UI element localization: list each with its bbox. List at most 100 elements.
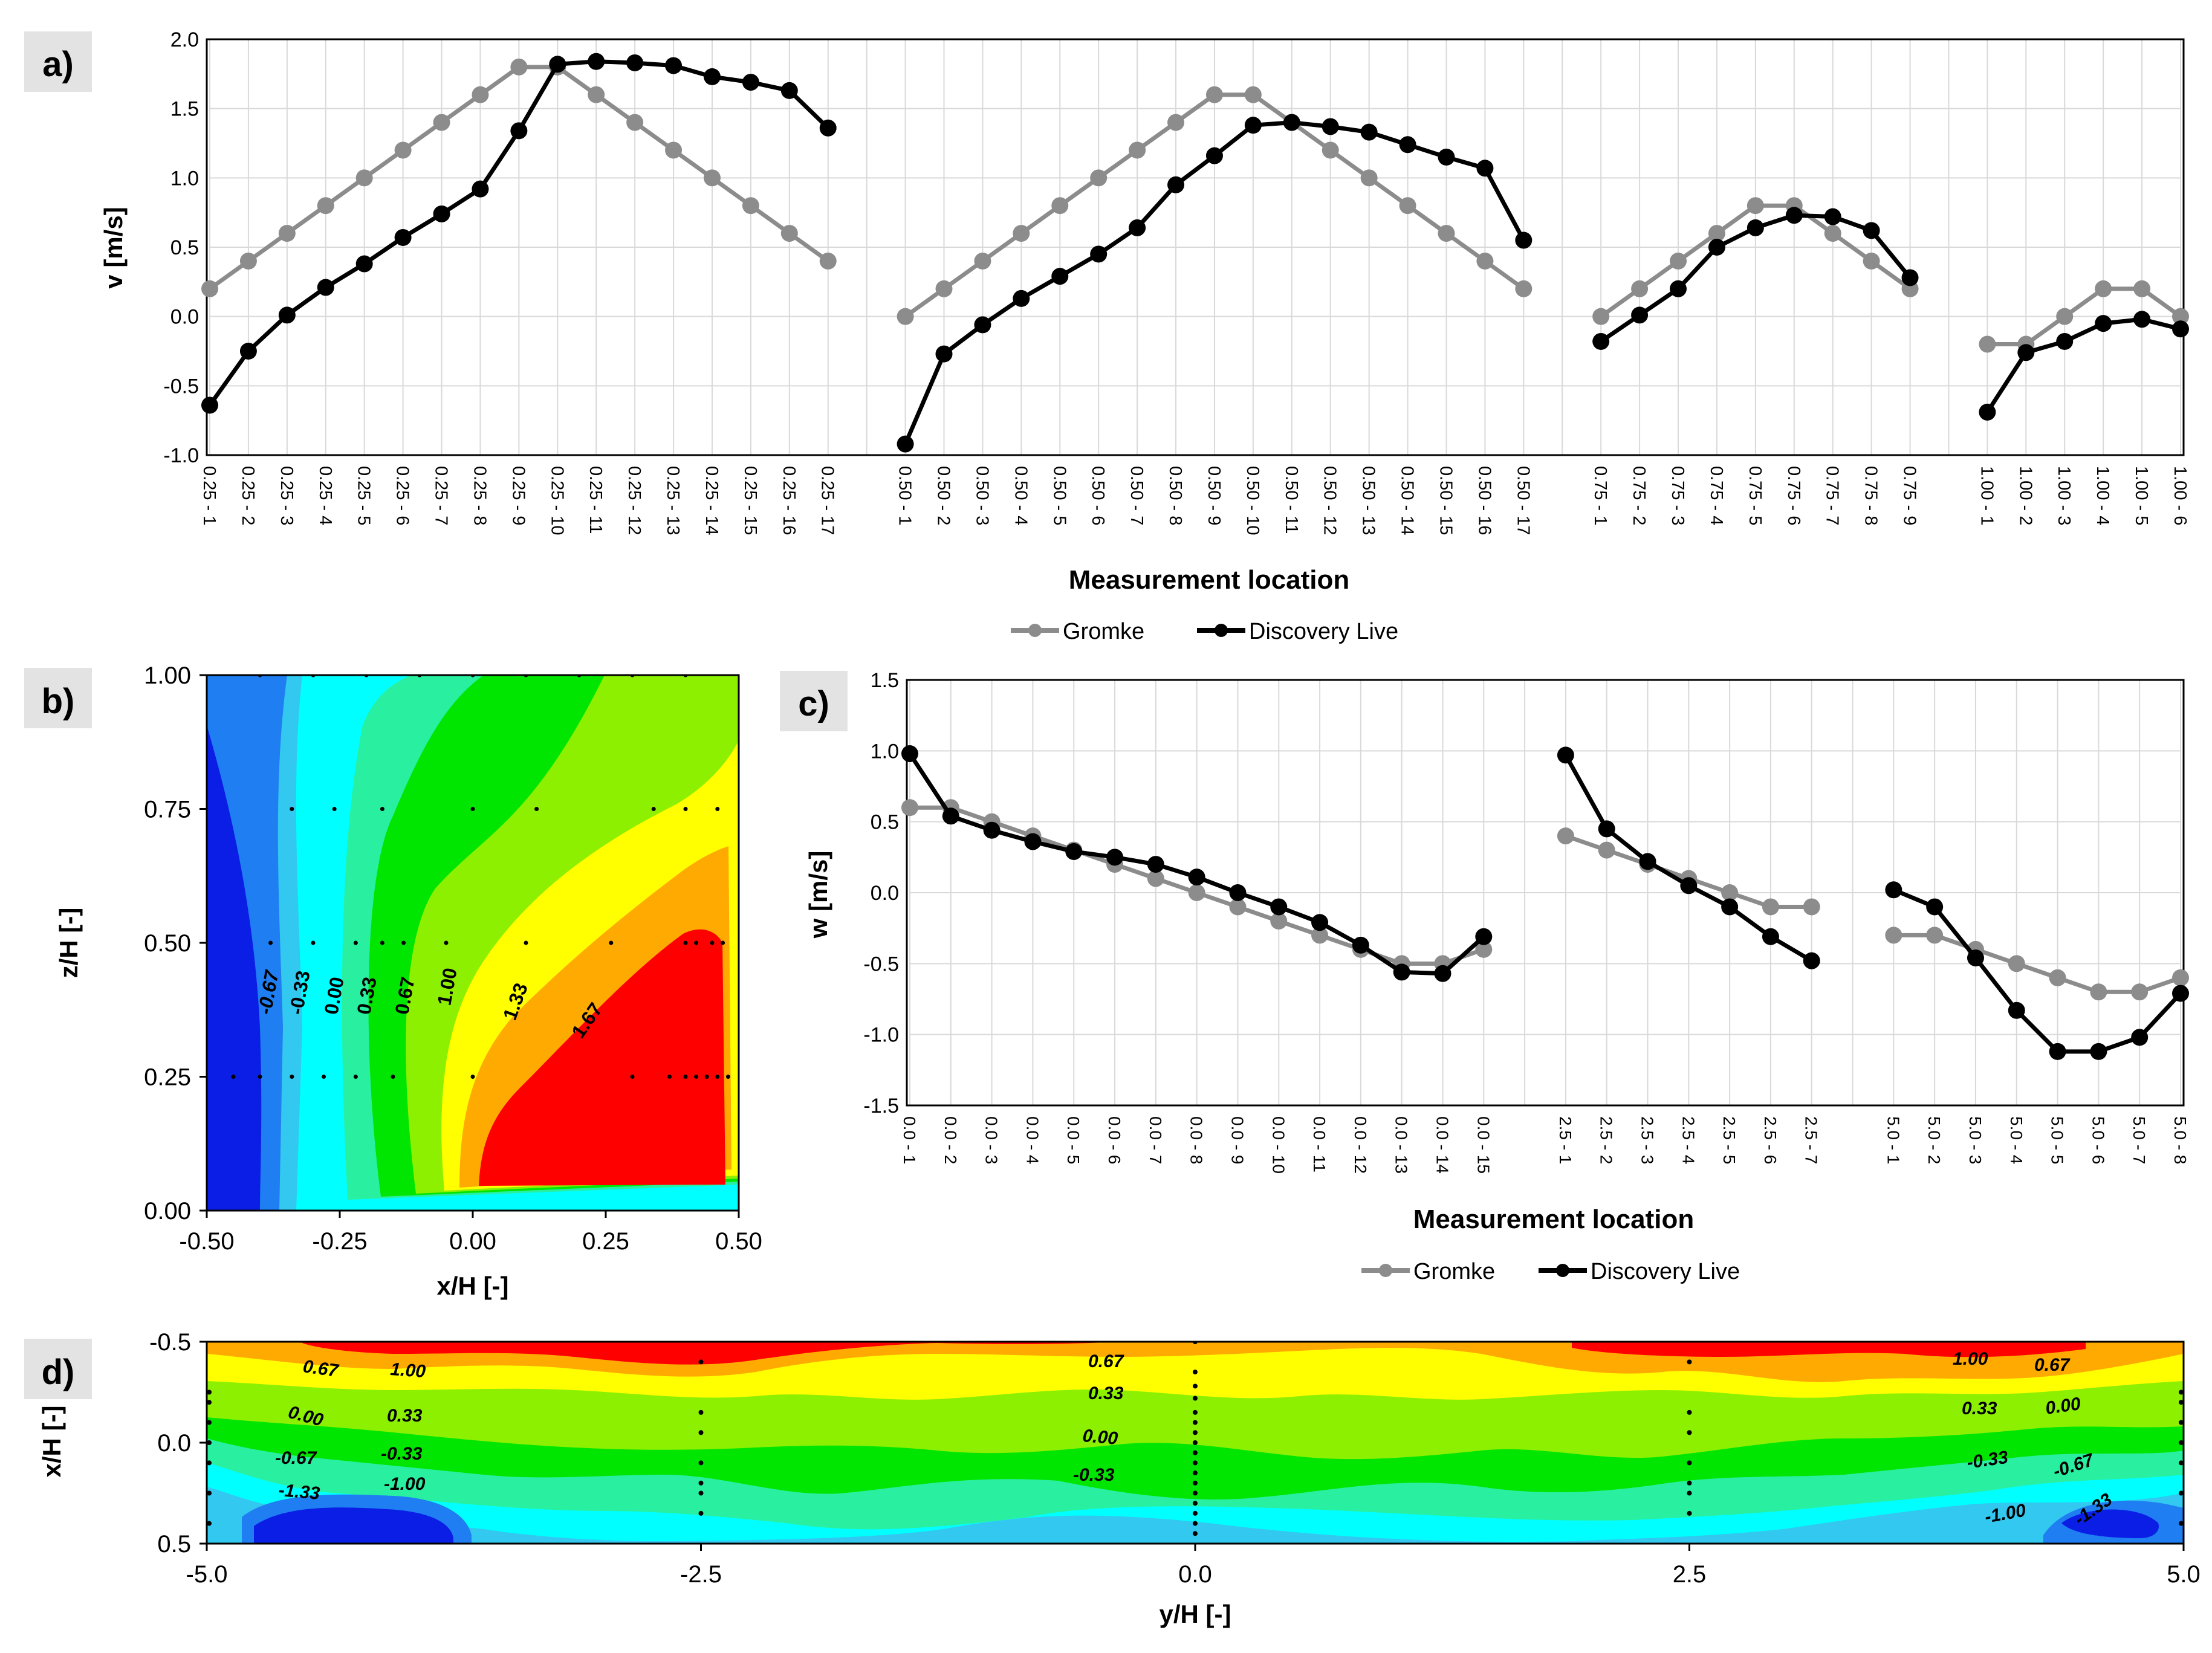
gromke-point	[1129, 141, 1146, 159]
x-tick-label: 0.0 - 3	[982, 1116, 1001, 1164]
discovery-point	[1926, 898, 1944, 916]
x-tick-label: 0.50 - 16	[1474, 466, 1494, 535]
x-tick-label: 0.50 - 2	[934, 466, 953, 525]
panel-d-label-bg	[24, 1339, 92, 1399]
discovery-point	[780, 82, 798, 99]
contour-label: 0.67	[302, 1356, 340, 1381]
gromke-point	[665, 141, 683, 159]
discovery-point	[1065, 843, 1083, 860]
discovery-point	[1803, 952, 1820, 969]
measurement-point	[694, 1075, 699, 1079]
measurement-point	[470, 807, 475, 811]
panel-b: b) -0.67 -0.33 0.00 0.33 0.67 1.00 1.33 …	[24, 662, 762, 1300]
measurement-point	[698, 1480, 704, 1486]
gromke-point	[239, 252, 257, 270]
panel-c-label: c)	[798, 684, 829, 723]
x-tick-label: 1.00 - 1	[1977, 466, 1996, 525]
measurement-point	[2179, 1490, 2184, 1496]
x-tick-label: 0.25 - 9	[508, 466, 528, 525]
measurement-point	[651, 807, 656, 811]
y-tick-label: 1.5	[170, 98, 199, 121]
panel-b-x-axis-label: x/H [-]	[437, 1272, 509, 1300]
contour-label: 0.33	[1088, 1383, 1124, 1403]
discovery-point	[935, 345, 953, 363]
panel-c-gridlines	[909, 679, 2181, 1106]
x-tick-label: 0.25 - 1	[199, 466, 219, 525]
discovery-point	[1979, 403, 1996, 421]
x-tick-label: 0.25 - 6	[393, 466, 412, 525]
measurement-point	[1193, 1460, 1198, 1466]
measurement-point	[1193, 1450, 1198, 1455]
discovery-point	[1680, 877, 1698, 894]
discovery-point	[742, 74, 759, 91]
gromke-point	[1051, 197, 1069, 215]
y-tick-label: 0.5	[157, 1531, 191, 1558]
panel-b-contour-field: -0.67 -0.33 0.00 0.33 0.67 1.00 1.33 1.6…	[207, 675, 739, 1211]
x-tick-label: 0.50 - 1	[895, 466, 915, 525]
gromke-point	[2131, 983, 2149, 1001]
discovery-point	[1129, 219, 1146, 236]
gromke-point	[935, 280, 953, 297]
x-tick-label: 0.0 - 11	[1310, 1116, 1329, 1173]
measurement-point	[1193, 1501, 1198, 1506]
measurement-point	[268, 940, 273, 945]
legend-discovery-marker	[1556, 1264, 1569, 1277]
panel-a-gridlines	[209, 39, 2181, 456]
measurement-point	[207, 1389, 212, 1395]
panel-c-y-axis-label: w [m/s]	[804, 851, 832, 939]
x-tick-label: 0.0 - 1	[900, 1116, 919, 1164]
measurement-point	[207, 1420, 212, 1425]
x-tick-label: 0.25	[582, 1228, 629, 1255]
gromke-point	[703, 169, 721, 187]
discovery-point	[1188, 869, 1205, 886]
panel-a-label: a)	[42, 45, 74, 84]
x-tick-label: 0.25 - 5	[354, 466, 374, 525]
gromke-point	[1360, 169, 1378, 187]
contour-label: -0.67	[275, 1448, 317, 1468]
measurement-point	[1193, 1430, 1198, 1435]
gromke-point	[2172, 969, 2189, 986]
gromke-point	[1322, 141, 1339, 159]
contour-label: 1.00	[1953, 1349, 1988, 1369]
discovery-point	[588, 53, 605, 70]
y-tick-label: -1.5	[863, 1095, 899, 1118]
y-tick-label: 0.5	[871, 811, 899, 834]
panel-d-x-axis-label: y/H [-]	[1160, 1600, 1231, 1628]
contour-band-167	[302, 1342, 2086, 1365]
x-tick-label: 2.5 - 3	[1638, 1116, 1657, 1164]
discovery-point	[1747, 219, 1764, 236]
x-tick-label: 5.0 - 1	[1884, 1116, 1902, 1164]
discovery-point	[201, 396, 218, 414]
x-tick-label: 1.00 - 2	[2016, 466, 2035, 525]
x-tick-label: 2.5 - 7	[1802, 1116, 1821, 1164]
x-tick-label: 0.75 - 7	[1823, 466, 1842, 525]
x-tick-label: 0.0 - 13	[1392, 1116, 1411, 1174]
discovery-point	[1360, 123, 1378, 141]
measurement-point	[1193, 1396, 1198, 1401]
y-tick-label: 2.0	[170, 28, 199, 51]
gromke-point	[1244, 86, 1262, 103]
measurement-point	[1687, 1460, 1692, 1466]
gromke-point	[1475, 940, 1493, 958]
panel-b-ticks: -0.50 -0.25 0.00 0.25 0.50 0.00 0.25 0.50 0.75 1.…	[144, 662, 762, 1255]
x-tick-label: 0.0 - 2	[941, 1116, 960, 1164]
discovery-point	[626, 54, 644, 71]
measurement-point	[207, 1490, 212, 1496]
y-tick-label: 0.0	[170, 306, 199, 329]
panel-a-y-ticks: -1.0 -0.5 0.0 0.5 1.0 1.5 2.0	[163, 28, 199, 467]
legend-discovery-label: Discovery Live	[1591, 1259, 1740, 1284]
discovery-point	[472, 180, 489, 198]
discovery-point	[1476, 160, 1494, 177]
measurement-point	[1687, 1359, 1692, 1365]
measurement-point	[290, 1075, 294, 1079]
gromke-point	[1592, 308, 1610, 325]
measurement-point	[683, 1075, 688, 1079]
panel-d: d) 0.67 1.00 0.33 0.00 -0.67 -0.33 -1.33	[24, 1329, 2201, 1628]
discovery-point	[1106, 849, 1124, 866]
x-tick-label: 0.0 - 9	[1228, 1116, 1247, 1164]
contour-label: 0.33	[387, 1406, 423, 1426]
measurement-point	[1193, 1531, 1198, 1536]
measurement-point	[1193, 1490, 1198, 1496]
measurement-point	[1193, 1480, 1198, 1486]
discovery-point	[1598, 820, 1615, 838]
